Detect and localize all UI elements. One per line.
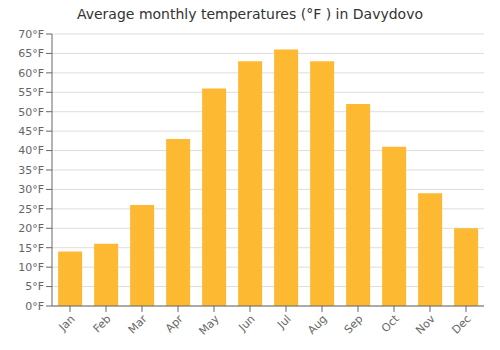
svg-text:25°F: 25°F [18, 203, 44, 216]
svg-text:Mar: Mar [126, 312, 150, 336]
svg-text:15°F: 15°F [18, 242, 44, 255]
svg-text:0°F: 0°F [25, 300, 44, 313]
svg-text:65°F: 65°F [18, 47, 44, 60]
svg-text:Sep: Sep [342, 312, 366, 336]
svg-text:Feb: Feb [91, 312, 114, 335]
svg-text:10°F: 10°F [18, 261, 44, 274]
svg-text:60°F: 60°F [18, 67, 44, 80]
svg-text:Jul: Jul [274, 312, 293, 331]
svg-text:30°F: 30°F [18, 183, 44, 196]
svg-text:Dec: Dec [449, 312, 473, 336]
svg-text:Aug: Aug [305, 312, 329, 336]
html-text:Average monthly temperatures (: Average monthly temperatures (°F ) in Da… [77, 6, 423, 22]
svg-text:Nov: Nov [413, 312, 438, 337]
svg-text:Jun: Jun [236, 312, 258, 334]
svg-text:50°F: 50°F [18, 106, 44, 119]
svg-text:40°F: 40°F [18, 144, 44, 157]
svg-text:May: May [196, 312, 222, 338]
svg-text:20°F: 20°F [18, 222, 44, 235]
svg-text:35°F: 35°F [18, 164, 44, 177]
svg-text:Oct: Oct [379, 312, 402, 335]
svg-text:70°F: 70°F [18, 28, 44, 41]
svg-text:Jan: Jan [56, 312, 78, 334]
svg-text:55°F: 55°F [18, 86, 44, 99]
svg-text:5°F: 5°F [25, 280, 44, 293]
svg-text:Apr: Apr [163, 312, 186, 335]
svg-text:45°F: 45°F [18, 125, 44, 138]
